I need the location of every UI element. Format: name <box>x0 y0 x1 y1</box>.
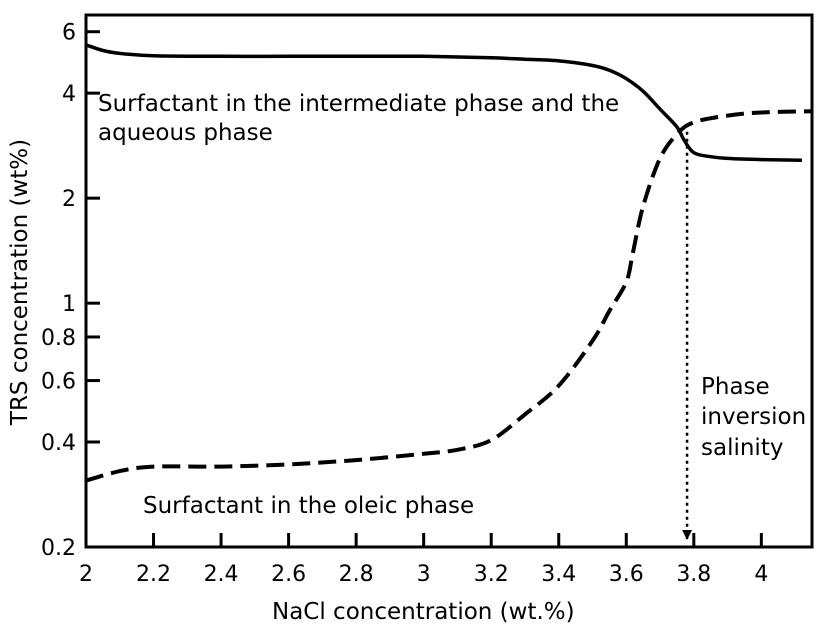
series-line-oleic <box>85 109 813 483</box>
x-ticks: 2 2.2 2.4 2.6 2.8 3 3.2 3.4 3.6 3.8 4 <box>79 533 768 587</box>
x-tick-label: 3.8 <box>676 562 711 587</box>
plot-frame <box>84 13 814 549</box>
series-lines <box>85 43 813 483</box>
x-tick-label: 2.6 <box>271 562 306 587</box>
x-axis-title: NaCl concentration (wt.%) <box>272 599 575 625</box>
annotation-pis-line3: salinity <box>701 435 783 461</box>
y-tick-label: 4 <box>62 82 76 107</box>
y-ticks: 0.2 0.4 0.6 0.8 1 2 4 6 <box>41 21 100 561</box>
series-line-intermediate-aqueous <box>85 43 802 162</box>
x-tick-label: 2.2 <box>136 562 171 587</box>
x-tick-label: 2.4 <box>204 562 239 587</box>
y-tick-label: 0.2 <box>41 536 76 561</box>
y-axis-title: TRS concentration (wt%) <box>7 139 33 426</box>
x-tick-label: 4 <box>754 562 768 587</box>
annotation-lower: Surfactant in the oleic phase <box>143 493 474 519</box>
x-tick-label: 3.4 <box>541 562 576 587</box>
annotation-upper-line1: Surfactant in the intermediate phase and… <box>98 91 619 117</box>
y-tick-label: 6 <box>62 21 76 46</box>
x-tick-label: 3.2 <box>474 562 509 587</box>
y-tick-label: 1 <box>62 292 76 317</box>
annotation-pis-line1: Phase <box>701 374 770 400</box>
y-tick-label: 0.8 <box>41 326 76 351</box>
x-tick-label: 3.6 <box>609 562 644 587</box>
x-tick-label: 3 <box>417 562 431 587</box>
y-tick-label: 0.4 <box>41 431 76 456</box>
annotation-upper-line2: aqueous phase <box>98 120 273 146</box>
y-tick-label: 2 <box>62 187 76 212</box>
x-tick-label: 2 <box>79 562 93 587</box>
annotation-pis-line2: inversion <box>701 404 806 430</box>
y-tick-label: 0.6 <box>41 370 76 395</box>
x-tick-label: 2.8 <box>339 562 374 587</box>
